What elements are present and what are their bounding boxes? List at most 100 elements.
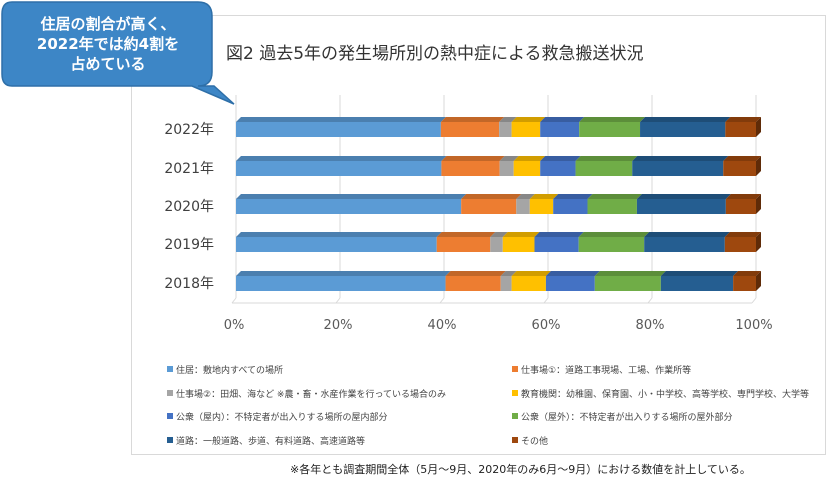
bar-segment-top xyxy=(575,156,638,161)
bar-segment-top xyxy=(499,117,517,122)
callout-text: 住居の割合が高く、 2022年では約4割を 占めている xyxy=(10,14,206,74)
bar-segment xyxy=(236,276,446,291)
bar-segment xyxy=(553,199,588,214)
callout-line-1: 住居の割合が高く、 xyxy=(40,15,176,33)
bar-segment xyxy=(511,122,541,137)
legend-label: 教育機関：幼稚園、保育園、小・中学校、高等学校、専門学校、大学等 xyxy=(521,390,810,400)
bar-segment-top xyxy=(636,194,731,199)
bar-segment xyxy=(502,237,535,252)
callout-bubble xyxy=(1,1,235,105)
legend-item: 仕事場①：道路工事現場、工場、作業所等 xyxy=(512,363,691,376)
bar-segment xyxy=(499,161,514,176)
x-tick-label: 40% xyxy=(428,318,457,333)
footnote: ※各年とも調査期間全体（5月〜9月、2020年のみ6月〜9月）における数値を計上… xyxy=(290,463,751,476)
bar-segment-top xyxy=(511,271,551,276)
x-tick-label: 20% xyxy=(324,318,353,333)
bar-segment xyxy=(644,237,725,252)
bar-segment xyxy=(461,199,517,214)
callout-line-2: 2022年では約4割を xyxy=(36,35,180,53)
bar-segment xyxy=(513,161,541,176)
bar-segment-top xyxy=(461,194,522,199)
bar-segment-top xyxy=(534,232,584,237)
bar-segment xyxy=(440,122,500,137)
bar-segment xyxy=(236,122,441,137)
bar-segment xyxy=(660,276,734,291)
bar-segment xyxy=(540,122,580,137)
bar-segment-top xyxy=(724,232,761,237)
bar-segment xyxy=(436,237,491,252)
bar-segment-top xyxy=(445,271,506,276)
y-tick-label: 2021年 xyxy=(164,161,214,177)
bar-segment-top xyxy=(660,271,739,276)
bar-segment-top xyxy=(511,117,546,122)
bar-segment-top xyxy=(436,232,496,237)
gridline-x-floor xyxy=(647,297,653,304)
bar-segment-top xyxy=(587,194,642,199)
bar-segment-top xyxy=(516,194,535,199)
bar-segment xyxy=(545,276,595,291)
legend-swatch xyxy=(167,413,173,419)
bar-segment-top xyxy=(578,232,650,237)
legend-item: 道路：一般道路、歩道、有料道路、高速道路等 xyxy=(167,434,365,447)
legend-swatch xyxy=(512,366,518,372)
legend-item: 公衆（屋外）：不特定者が出入りする場所の屋外部分 xyxy=(512,410,733,423)
legend-label: 公衆（屋内）：不特定者が出入りする場所の屋内部分 xyxy=(176,413,388,423)
legend-label: 住居：敷地内すべての場所 xyxy=(176,366,284,376)
legend-swatch xyxy=(512,413,518,419)
bar-segment xyxy=(733,276,756,291)
bar-segment xyxy=(578,237,645,252)
gridline-x-floor xyxy=(335,297,341,304)
bar-segment xyxy=(511,276,546,291)
bar-segment xyxy=(725,122,756,137)
bar-segment-side xyxy=(756,194,761,214)
legend-item: 教育機関：幼稚園、保育園、小・中学校、高等学校、専門学校、大学等 xyxy=(512,387,809,400)
bar-segment xyxy=(499,122,512,137)
bar-segment-top xyxy=(440,117,505,122)
bar-segment xyxy=(632,161,724,176)
callout-shape xyxy=(1,1,235,105)
legend-swatch xyxy=(167,390,173,396)
bar-segment-top xyxy=(236,194,467,199)
bar-segment-side xyxy=(756,156,761,176)
bar-segment xyxy=(236,237,437,252)
gridline-x-floor xyxy=(751,297,757,304)
bar-segment-top xyxy=(553,194,593,199)
legend-label: その他 xyxy=(521,437,549,447)
bar-segment xyxy=(636,199,726,214)
legend-label: 仕事場②：田畑、海など ※農・畜・水産作業を行っている場合のみ xyxy=(176,390,447,400)
bar-segment xyxy=(587,199,637,214)
bar-segment-top xyxy=(640,117,731,122)
bar-segment xyxy=(529,199,554,214)
legend-item: 住居：敷地内すべての場所 xyxy=(167,363,283,376)
bar-segment-top xyxy=(513,156,546,161)
bar-segment-top xyxy=(644,232,730,237)
bar-segment-top xyxy=(632,156,729,161)
bar-segment-top xyxy=(540,156,581,161)
bar-segment-top xyxy=(725,117,761,122)
bar-segment-top xyxy=(490,232,508,237)
bar-segment xyxy=(725,199,756,214)
bar-segment xyxy=(500,276,512,291)
chart-title: 図2 過去5年の発生場所別の熱中症による救急搬送状況 xyxy=(226,44,644,64)
gridline-x-floor xyxy=(439,297,445,304)
bar-segment xyxy=(516,199,530,214)
bar-segment-top xyxy=(236,271,451,276)
bar-segment xyxy=(445,276,501,291)
bar-segment-side xyxy=(756,232,761,252)
bar-segment xyxy=(236,161,442,176)
legend-item: その他 xyxy=(512,434,548,447)
legend-swatch xyxy=(512,390,518,396)
bar-segment-top xyxy=(723,156,761,161)
bar-segment-top xyxy=(502,232,540,237)
bar-segment xyxy=(640,122,726,137)
bar-segment xyxy=(579,122,641,137)
legend-label: 仕事場①：道路工事現場、工場、作業所等 xyxy=(521,366,692,376)
bar-segment-top xyxy=(499,156,519,161)
x-tick-label: 0% xyxy=(224,318,245,333)
bar-segment-top xyxy=(236,156,447,161)
bar-segment-side xyxy=(756,271,761,291)
bar-segment-top xyxy=(725,194,761,199)
bar-segment xyxy=(490,237,503,252)
bar-segment-top xyxy=(545,271,600,276)
